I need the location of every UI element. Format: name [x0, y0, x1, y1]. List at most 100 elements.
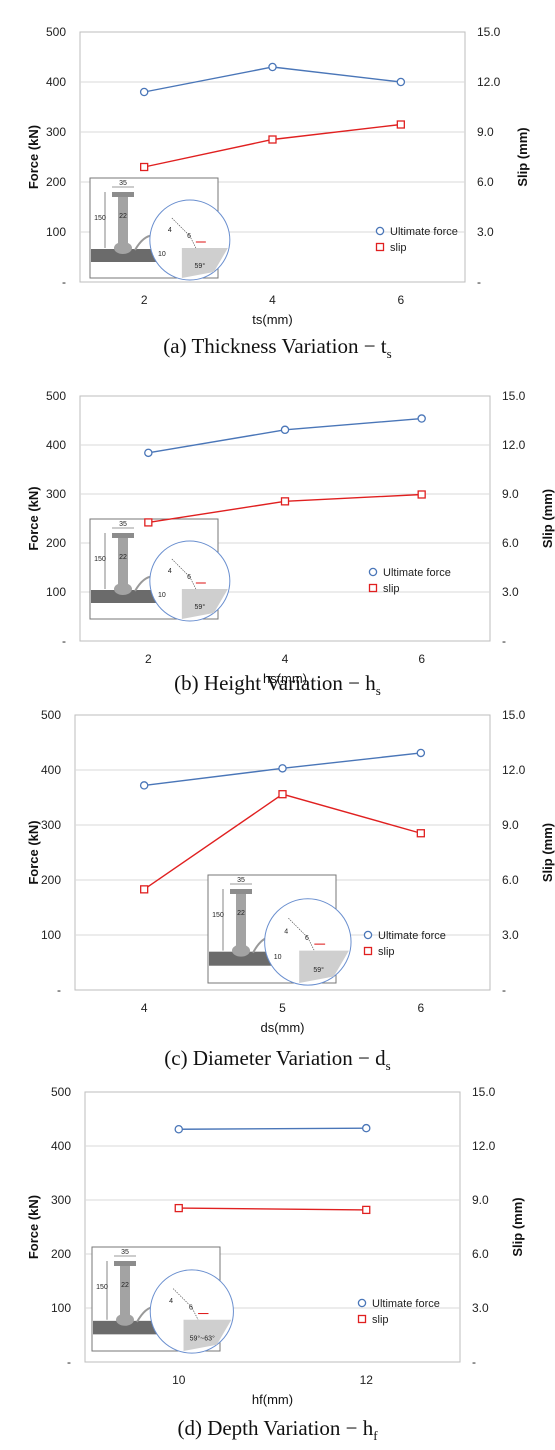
inset-weld — [114, 583, 132, 595]
inset-dim-label: 22 — [121, 1282, 129, 1289]
inset-plate — [209, 951, 276, 966]
legend-marker-slip — [363, 946, 373, 956]
legend-label-slip: slip — [378, 946, 395, 958]
caption: (b) Height Variation − hs — [0, 671, 555, 699]
inset-dim-label: 6 — [189, 1304, 193, 1311]
data-point-ultimate-force — [361, 1123, 371, 1133]
caption: (a) Thickness Variation − ts — [0, 334, 555, 362]
legend-marker-ultimate-force — [368, 567, 378, 577]
chart-panel-depth: - 100 200 300 400 500 - 3.0 6.0 9.0 12.0 15.0 10 12 hf… — [0, 1080, 555, 1450]
inset-stud-head — [112, 192, 134, 197]
legend-label-ultimate-force: Ultimate force — [383, 567, 451, 579]
y-tick-label: - — [62, 634, 66, 648]
inset-angle-label: 59°~63° — [190, 1335, 215, 1343]
y-tick-label: - — [67, 1355, 71, 1369]
y2-tick-label: 6.0 — [502, 536, 519, 550]
data-point-ultimate-force — [174, 1125, 183, 1134]
y2-tick-label: 9.0 — [502, 487, 519, 501]
data-point-ultimate-force — [278, 764, 287, 773]
x-axis-title: hf(mm) — [252, 1392, 293, 1407]
y-tick-label: 300 — [51, 1193, 71, 1207]
legend-label-slip: slip — [383, 583, 400, 595]
legend-marker-ultimate-force — [357, 1298, 367, 1308]
inset-detail-profile — [172, 1288, 199, 1320]
caption-subscript: s — [385, 1058, 391, 1074]
caption-subscript: s — [375, 683, 381, 699]
inset-dim-label: 150 — [94, 556, 106, 563]
caption-main: (c) Diameter Variation − d — [164, 1046, 386, 1070]
inset-detail-fill — [299, 950, 349, 983]
y2-tick-label: - — [502, 634, 506, 648]
inset-stud-shank — [120, 1266, 130, 1324]
inset-detail-profile — [171, 217, 197, 249]
data-point-slip — [144, 518, 153, 527]
y-tick-label: 400 — [46, 438, 66, 452]
inset-dim-label: 6 — [187, 233, 191, 240]
plot-frame — [79, 395, 491, 642]
inset-detail-fill — [183, 1319, 232, 1351]
y2-tick-label: 12.0 — [472, 1139, 496, 1153]
y2-tick-label: 12.0 — [477, 75, 501, 89]
series-line-ultimate-force — [148, 417, 422, 454]
caption: (d) Depth Variation − hf — [0, 1416, 555, 1444]
y-tick-label: 100 — [41, 928, 61, 942]
data-point-slip — [140, 885, 149, 894]
x-tick-label: 6 — [397, 293, 404, 307]
x-axis-title: ds(mm) — [260, 1020, 304, 1035]
caption-subscript: s — [386, 346, 392, 362]
y-tick-label: 200 — [51, 1247, 71, 1261]
legend: Ultimate force slip — [368, 567, 451, 595]
y2-tick-label: - — [477, 275, 481, 289]
inset-dim-label: 4 — [168, 227, 172, 234]
data-point-slip — [396, 120, 405, 129]
y-tick-label: 500 — [41, 708, 61, 722]
y2-tick-label: 9.0 — [472, 1193, 489, 1207]
y-tick-label: 200 — [46, 175, 66, 189]
y2-tick-label: 6.0 — [472, 1247, 489, 1261]
inset-stud-shank — [236, 894, 246, 954]
inset-dim-label: 6 — [305, 935, 309, 942]
inset-plate — [91, 249, 158, 262]
y2-tick-label: 3.0 — [477, 225, 494, 239]
legend-label-slip: slip — [390, 242, 407, 254]
y2-tick-label: - — [502, 983, 506, 997]
caption-main: (b) Height Variation − h — [174, 671, 376, 695]
series-line-ultimate-force — [178, 1127, 367, 1130]
inset-stud-shank — [118, 197, 128, 252]
y2-tick-label: 15.0 — [502, 389, 526, 403]
data-point-ultimate-force — [139, 87, 149, 97]
y-tick-label: 300 — [41, 818, 61, 832]
y-tick-label: - — [57, 983, 61, 997]
data-point-slip — [174, 1203, 183, 1213]
x-tick-label: 2 — [141, 293, 148, 307]
inset-dim-label: 22 — [119, 213, 127, 220]
legend: Ultimate force slip — [363, 930, 446, 958]
x-axis-title: ts(mm) — [252, 312, 292, 327]
y-tick-label: 500 — [51, 1085, 71, 1099]
x-tick-label: 4 — [141, 1001, 148, 1015]
y-axis-title: Force (kN) — [26, 486, 41, 550]
y2-tick-label: 6.0 — [477, 175, 494, 189]
y2-axis-title: Slip (mm) — [515, 127, 530, 186]
data-point-ultimate-force — [417, 414, 426, 423]
inset-plate — [93, 1320, 160, 1335]
legend: Ultimate force slip — [357, 1298, 440, 1326]
inset-dim-label: 10 — [158, 251, 166, 258]
legend-marker-slip — [357, 1314, 367, 1324]
plot-frame — [79, 31, 466, 283]
inset-dim-label: 35 — [119, 521, 127, 528]
inset-detail-fill — [181, 248, 228, 278]
y-tick-label: 300 — [46, 125, 66, 139]
inset-angle-label: 59° — [313, 966, 324, 974]
plot-frame — [84, 1091, 461, 1363]
inset-dim-label: 150 — [212, 912, 224, 919]
legend-marker-ultimate-force — [363, 930, 373, 940]
y2-tick-label: 3.0 — [502, 585, 519, 599]
y2-tick-label: 3.0 — [472, 1301, 489, 1315]
y2-tick-label: 3.0 — [502, 928, 519, 942]
inset-stud-head — [112, 533, 134, 538]
y2-tick-label: 6.0 — [502, 873, 519, 887]
inset-detail-fill — [181, 589, 228, 619]
x-axis-title: hs(mm) — [263, 671, 307, 686]
data-point-ultimate-force — [144, 448, 153, 458]
